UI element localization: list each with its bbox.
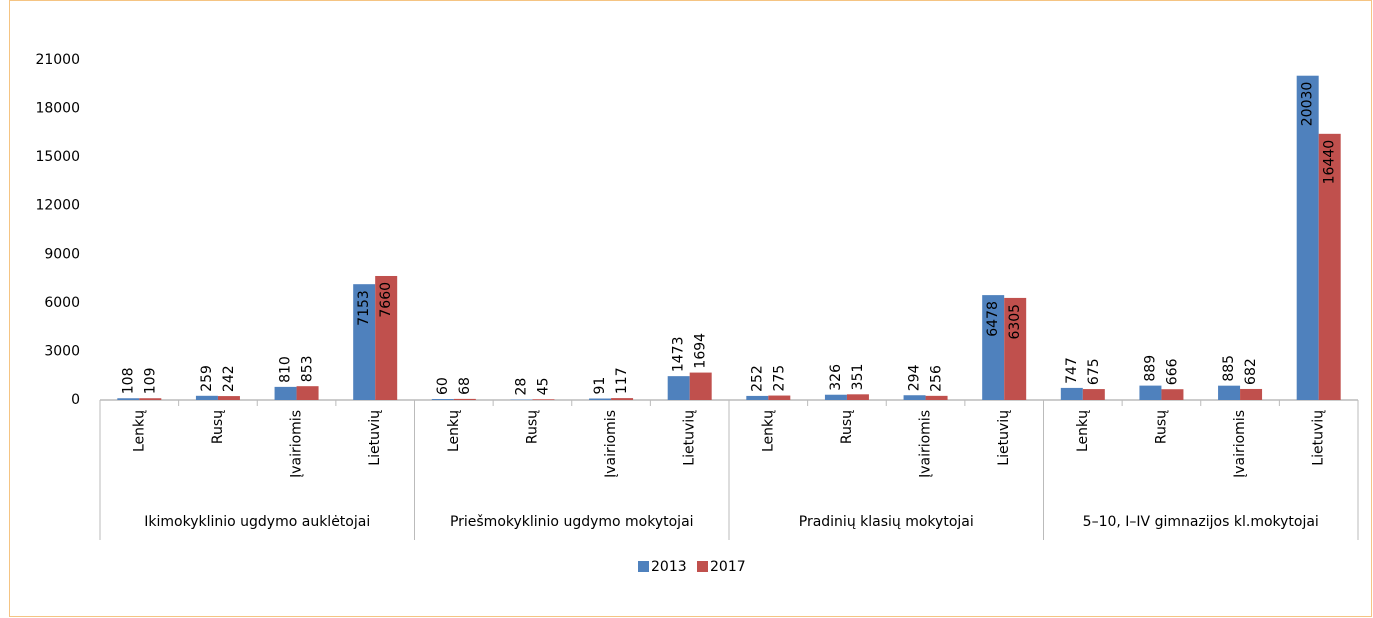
x-tick-label: Lietuvių — [996, 410, 1012, 466]
data-label: 7153 — [356, 290, 372, 326]
bar — [925, 395, 948, 400]
y-tick-label: 18000 — [35, 101, 80, 117]
data-label: 256 — [929, 365, 945, 392]
bar — [1218, 385, 1241, 400]
x-tick-label: Lenkų — [446, 410, 462, 452]
data-label: 16440 — [1322, 140, 1338, 185]
data-label: 351 — [850, 364, 866, 391]
data-label: 6305 — [1007, 304, 1023, 340]
bar — [117, 398, 140, 400]
bar — [846, 394, 869, 400]
data-label: 1694 — [693, 333, 709, 369]
bar — [431, 399, 454, 400]
group-label: 5–10, I–IV gimnazijos kl.mokytojai — [1083, 514, 1319, 530]
data-label: 20030 — [1300, 82, 1316, 127]
data-label: 326 — [828, 364, 844, 391]
x-tick-label: Lietuvių — [1311, 410, 1327, 466]
x-tick-label: Rusų — [839, 410, 855, 444]
data-label: 91 — [592, 377, 608, 395]
y-tick-label: 0 — [71, 392, 80, 408]
y-tick-label: 6000 — [44, 295, 80, 311]
data-label: 252 — [749, 365, 765, 392]
bar — [1060, 387, 1083, 400]
data-label: 45 — [535, 377, 551, 395]
legend-swatch — [697, 561, 708, 572]
data-label: 682 — [1243, 358, 1259, 385]
data-label: 68 — [457, 377, 473, 395]
group-label: Ikimokyklinio ugdymo auklėtojai — [144, 514, 370, 530]
x-tick-label: Lietuvių — [682, 410, 698, 466]
group-label: Pradinių klasių mokytojai — [799, 514, 974, 530]
x-tick-label: Rusų — [1153, 410, 1169, 444]
data-label: 275 — [771, 365, 787, 392]
bar — [589, 398, 612, 400]
x-tick-label: Įvairiomis — [1232, 410, 1248, 478]
data-label: 7660 — [378, 282, 394, 318]
data-label: 60 — [435, 377, 451, 395]
data-label: 108 — [120, 368, 136, 395]
x-tick-label: Įvairiomis — [918, 410, 934, 478]
bar — [982, 295, 1005, 400]
data-label: 853 — [300, 355, 316, 382]
bar — [667, 376, 690, 400]
x-tick-label: Įvairiomis — [289, 410, 305, 478]
group-label: Priešmokyklinio ugdymo mokytojai — [450, 514, 694, 530]
bar — [217, 396, 240, 400]
bar — [195, 395, 218, 400]
data-label: 889 — [1142, 355, 1158, 382]
data-label: 259 — [199, 365, 215, 392]
data-label: 6478 — [985, 301, 1001, 337]
bar — [353, 284, 376, 400]
x-tick-label: Lenkų — [1075, 410, 1091, 452]
data-label: 242 — [221, 365, 237, 392]
bar — [296, 386, 319, 400]
data-label: 294 — [907, 364, 923, 391]
bar — [611, 398, 634, 400]
data-label: 109 — [142, 368, 158, 395]
bar — [1296, 75, 1319, 400]
bar — [1082, 389, 1105, 400]
y-tick-label: 3000 — [44, 343, 80, 359]
bar — [1004, 297, 1027, 400]
x-tick-label: Įvairiomis — [603, 410, 619, 478]
bar — [1240, 388, 1263, 400]
bar — [1139, 385, 1162, 400]
y-tick-label: 21000 — [35, 52, 80, 68]
data-label: 666 — [1164, 358, 1180, 385]
x-tick-label: Rusų — [210, 410, 226, 444]
x-tick-label: Rusų — [524, 410, 540, 444]
data-label: 885 — [1221, 355, 1237, 382]
bar — [689, 372, 712, 400]
data-label: 675 — [1086, 358, 1102, 385]
x-tick-label: Lenkų — [760, 410, 776, 452]
data-label: 747 — [1064, 357, 1080, 384]
data-label: 117 — [614, 367, 630, 394]
bar — [532, 399, 555, 400]
data-label: 28 — [513, 378, 529, 396]
y-tick-label: 15000 — [35, 149, 80, 165]
bar — [274, 386, 297, 400]
legend-label: 2013 — [651, 559, 687, 575]
bar — [139, 398, 162, 400]
y-tick-label: 12000 — [35, 198, 80, 214]
legend-label: 2017 — [710, 559, 746, 575]
data-label: 810 — [278, 356, 294, 383]
bar — [824, 394, 847, 400]
bar — [903, 395, 926, 400]
x-tick-label: Lenkų — [131, 410, 147, 452]
bar — [453, 398, 476, 400]
bar — [375, 275, 398, 400]
bar — [746, 395, 769, 400]
x-tick-label: Lietuvių — [367, 410, 383, 466]
data-label: 1473 — [671, 337, 687, 373]
bar — [1161, 389, 1184, 400]
bar — [768, 395, 791, 400]
chart-border — [9, 0, 1372, 617]
y-tick-label: 9000 — [44, 246, 80, 262]
bar — [1318, 133, 1341, 401]
legend-swatch — [638, 561, 649, 572]
